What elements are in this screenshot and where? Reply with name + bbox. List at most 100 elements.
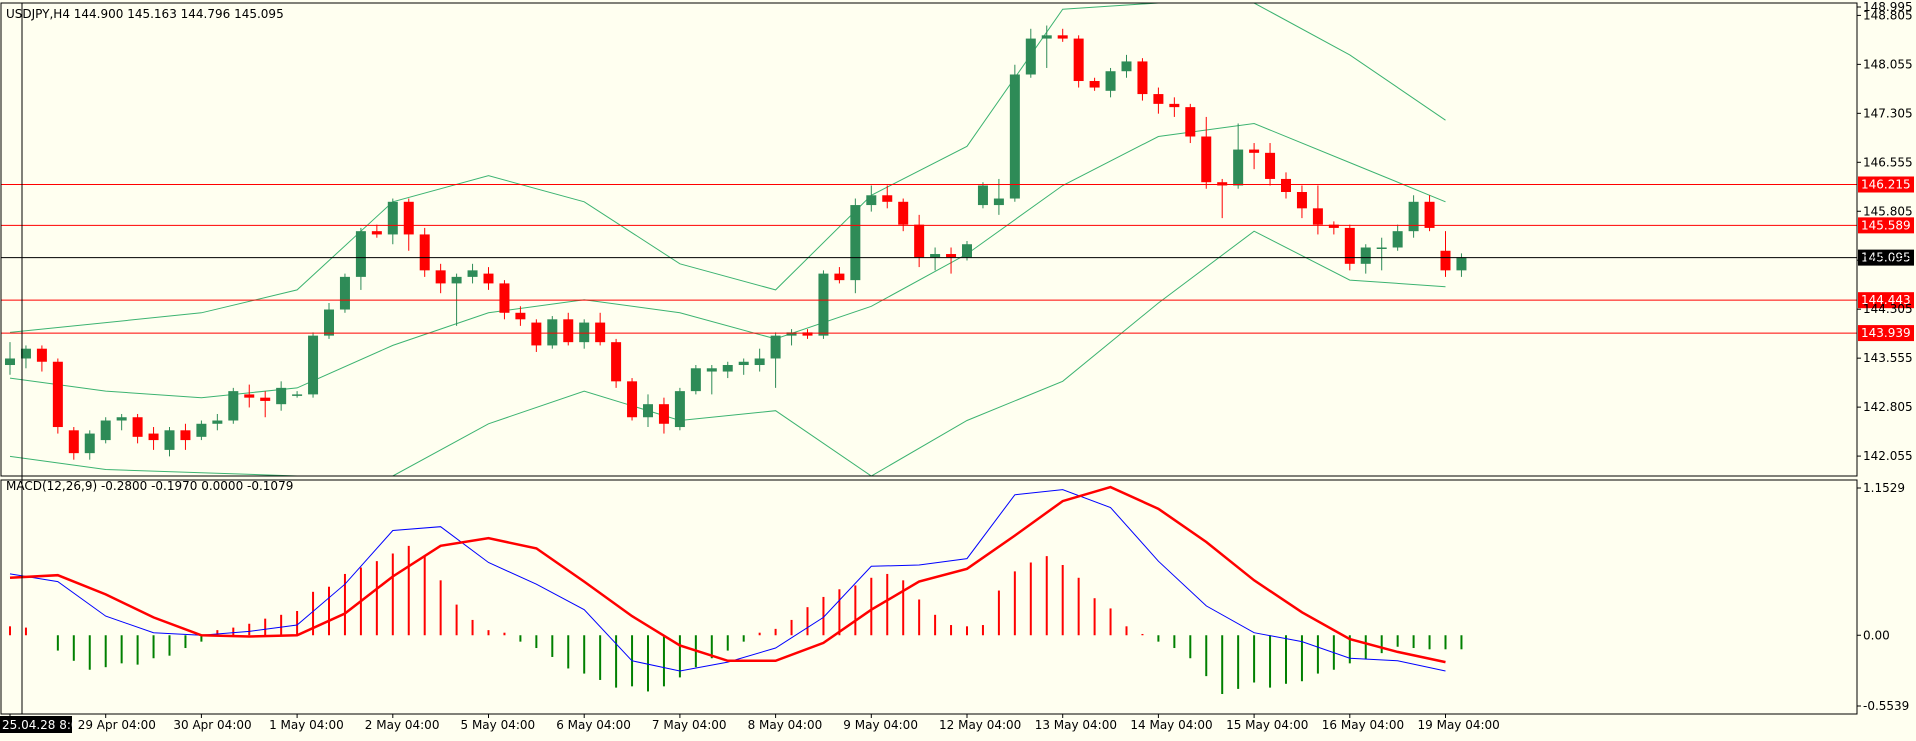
price-tick-label: 148.995 [1863, 0, 1913, 14]
candle-body [962, 244, 972, 258]
time-label-highlight [0, 716, 72, 733]
price-tick-label: 148.805 [1863, 8, 1913, 22]
price-tick-label: 144.305 [1863, 302, 1913, 316]
candle-body [1057, 35, 1068, 39]
candle-body [36, 348, 47, 362]
time-tick-label: 6 May 04:00 [556, 718, 631, 732]
candle-body [1440, 250, 1451, 271]
candles [5, 25, 1467, 460]
candle-body [403, 201, 414, 235]
candle-body [260, 397, 271, 401]
time-tick-label: 16 May 04:00 [1322, 718, 1404, 732]
macd-tick-label: 0.00 [1863, 628, 1890, 642]
candle-body [834, 273, 845, 281]
candle-body [196, 423, 207, 437]
macd-tick-label: 1.1529 [1863, 481, 1905, 495]
time-tick-label: 15 May 04:00 [1226, 718, 1308, 732]
candle-body [818, 273, 829, 336]
candle-body [451, 276, 462, 284]
candle-body [930, 254, 941, 258]
candle-body [850, 205, 861, 281]
candle-body [786, 332, 797, 336]
candle-body [946, 254, 957, 258]
candle-body [1185, 107, 1196, 137]
candle-body [52, 361, 63, 428]
candle-body [116, 417, 127, 421]
candle-body [914, 224, 925, 258]
candle-body [1089, 81, 1100, 88]
candle-body [898, 201, 909, 225]
candle-body [658, 404, 669, 424]
candle-body [1041, 35, 1052, 39]
level-label: 144.443 [1861, 293, 1911, 307]
time-tick-label: 30 Apr 04:00 [173, 718, 251, 732]
candle-body [1265, 152, 1276, 179]
macd-signal-line [9, 485, 1446, 664]
candle-body [1217, 182, 1228, 186]
candle-body [706, 368, 717, 372]
time-tick-label: 1 May 04:00 [269, 718, 344, 732]
price-tick-label: 148.055 [1863, 57, 1913, 71]
candle-body [483, 273, 494, 284]
time-tick-label: 29 Apr 04:00 [78, 718, 156, 732]
candle-body [467, 270, 478, 277]
candle-body [1376, 247, 1387, 249]
candle-body [180, 430, 191, 441]
candle-body [1201, 136, 1212, 183]
candle-body [1281, 178, 1291, 193]
candle-body [1169, 103, 1180, 108]
time-tick-label: 5 May 04:00 [461, 718, 536, 732]
candle-body [1121, 61, 1132, 72]
candle-body [339, 276, 350, 310]
time-tick-label: 19 May 04:00 [1418, 718, 1500, 732]
candle-body [164, 430, 175, 450]
candle-body [1456, 257, 1467, 271]
price-tick-label: 142.055 [1863, 449, 1913, 463]
candle-body [531, 322, 542, 346]
price-tick-label: 145.805 [1863, 204, 1913, 218]
candle-body [1105, 71, 1116, 91]
candle-body [387, 201, 398, 235]
level-label-box [1858, 325, 1914, 342]
candle-body [244, 394, 255, 398]
candle-body [1328, 224, 1339, 228]
price-tick-label: 143.555 [1863, 351, 1913, 365]
candle-body [1408, 201, 1419, 232]
candle-body [977, 185, 988, 206]
candle-body [1249, 149, 1260, 153]
candle-body [674, 391, 685, 428]
level-label-box [1858, 249, 1914, 266]
price-tick-label: 147.305 [1863, 106, 1913, 120]
candle-body [563, 319, 574, 343]
price-tick-label: 145.055 [1863, 253, 1913, 267]
candle-body [738, 361, 749, 366]
candle-body [802, 332, 813, 336]
candle-body [1153, 94, 1164, 104]
candle-body [68, 430, 79, 454]
candle-body [579, 322, 590, 343]
candle-body [355, 231, 366, 277]
candle-body [1312, 208, 1323, 225]
candle-body [993, 198, 1004, 206]
level-label: 145.589 [1861, 218, 1911, 232]
macd-title: MACD(12,26,9) -0.2800 -0.1970 0.0000 -0.… [6, 479, 293, 493]
candle-body [1424, 201, 1435, 228]
candle-body [20, 348, 31, 359]
time-tick-label: 2 May 04:00 [365, 718, 440, 732]
time-tick-label: 7 May 04:00 [652, 718, 727, 732]
candle-body [882, 195, 893, 202]
time-tick-label: 9 May 04:00 [843, 718, 918, 732]
candle-body [643, 404, 653, 418]
candle-body [690, 368, 701, 392]
horizontal-lines: 146.215 145.589 145.095 144.443 143.939 [1, 176, 1914, 342]
level-label-box [1858, 292, 1914, 309]
time-tick-label: 14 May 04:00 [1130, 718, 1212, 732]
level-label-box [1858, 176, 1914, 193]
macd-line [9, 489, 1446, 672]
candle-body [515, 312, 526, 320]
level-label-box [1858, 217, 1914, 234]
candle-body [722, 365, 733, 372]
price-panel-frame [0, 2, 1858, 477]
